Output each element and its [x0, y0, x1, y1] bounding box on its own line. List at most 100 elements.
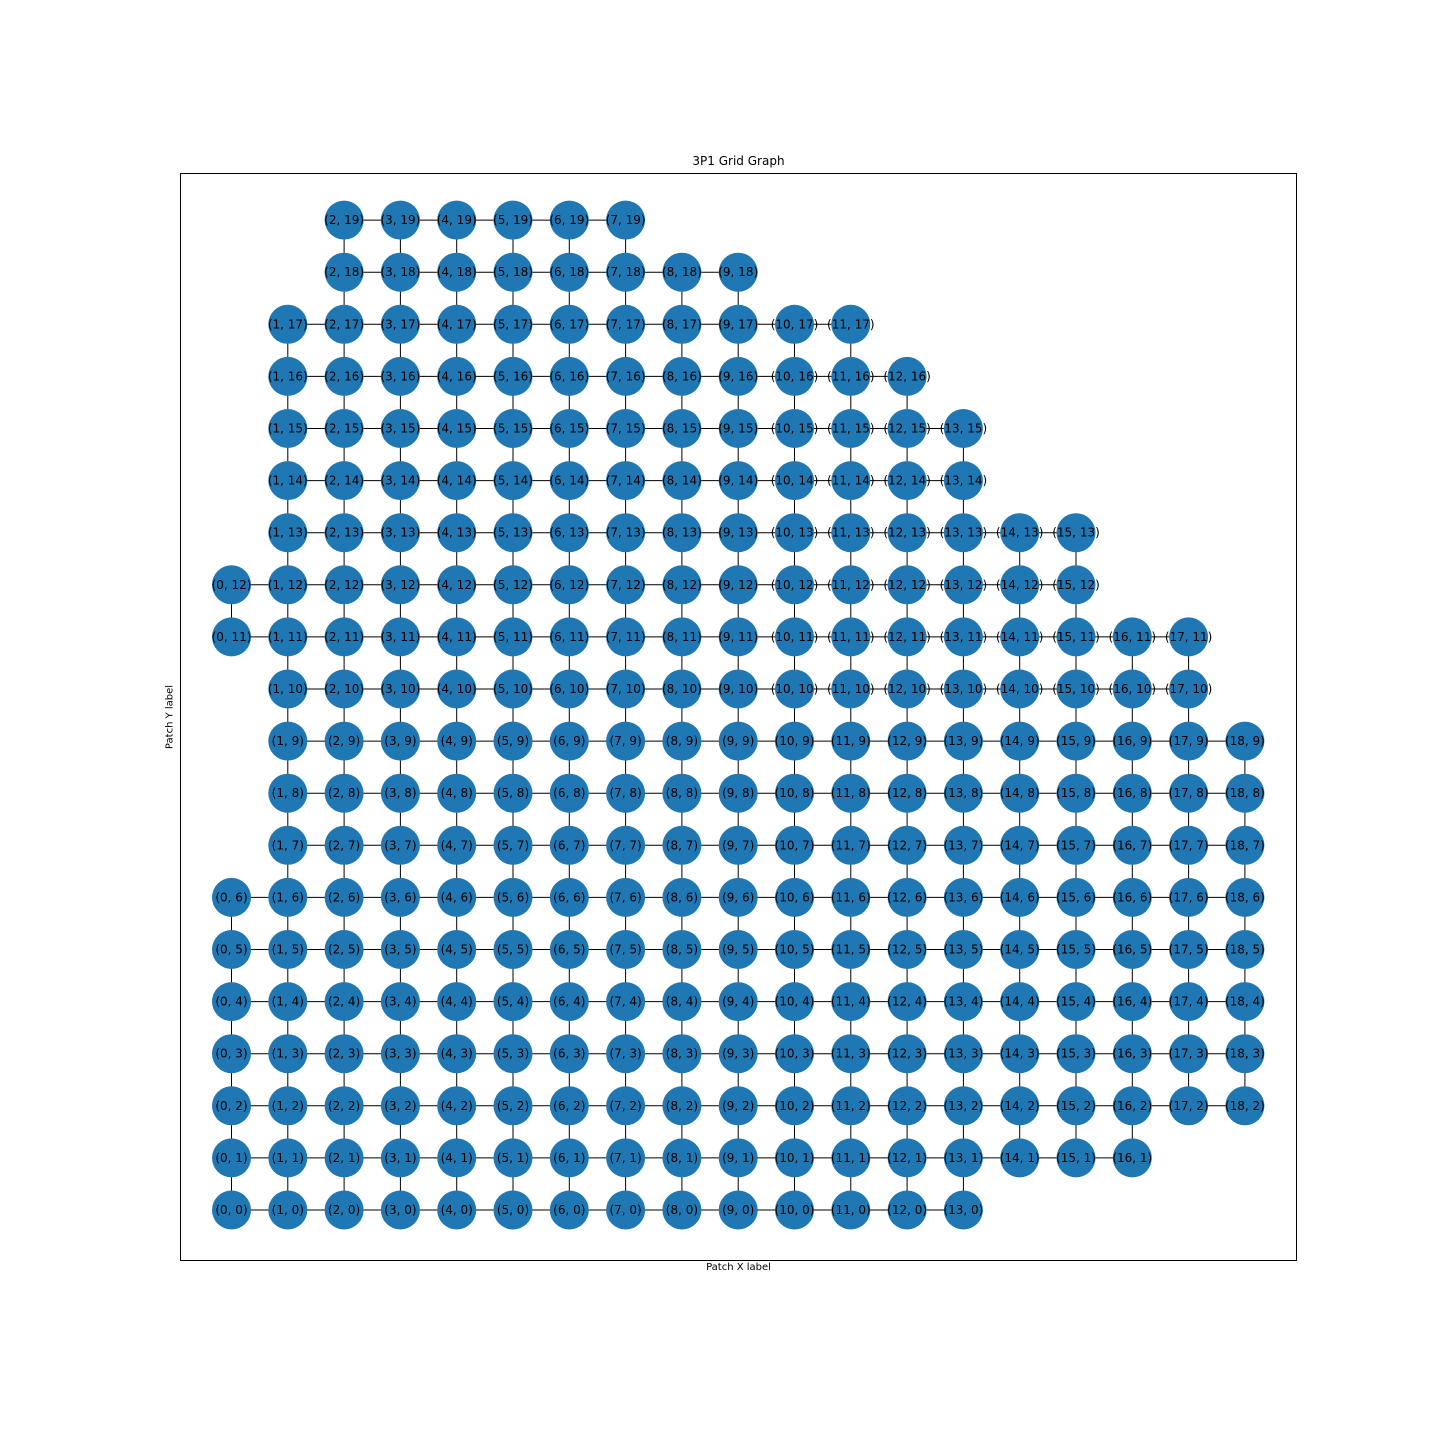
node-circle: [887, 1034, 927, 1074]
node-circle: [831, 669, 871, 709]
node-circle: [324, 721, 364, 761]
node-circle: [324, 356, 364, 396]
node-circle: [437, 877, 477, 917]
node-label: (15, 11): [1052, 630, 1100, 644]
node-circle: [380, 930, 420, 969]
node: (15, 9): [1056, 721, 1096, 761]
node-circle: [437, 1190, 477, 1230]
node-label: (17, 6): [1169, 890, 1209, 904]
node-circle: [493, 982, 533, 1022]
node-label: (2, 0): [328, 1203, 360, 1217]
node-circle: [831, 930, 871, 969]
node-label: (14, 8): [1000, 786, 1040, 800]
node-label: (3, 15): [380, 422, 420, 436]
node: (17, 5): [1169, 930, 1209, 969]
node-circle: [887, 773, 927, 813]
node-circle: [718, 1086, 758, 1126]
node-label: (6, 14): [549, 474, 589, 488]
node-label: (18, 2): [1225, 1099, 1265, 1113]
node-circle: [437, 825, 477, 865]
node-label: (6, 5): [553, 943, 585, 957]
node-label: (8, 5): [666, 943, 698, 957]
node-label: (3, 3): [384, 1047, 416, 1061]
node-label: (2, 10): [324, 682, 364, 696]
node: (17, 10): [1165, 669, 1212, 709]
node-label: (11, 0): [831, 1203, 871, 1217]
node: (8, 6): [662, 877, 702, 917]
node-label: (3, 1): [384, 1151, 416, 1165]
node-circle: [549, 513, 589, 553]
node-label: (13, 2): [943, 1099, 983, 1113]
node: (16, 7): [1112, 825, 1152, 865]
node-label: (1, 12): [268, 578, 308, 592]
node: (9, 13): [718, 513, 758, 553]
node: (1, 14): [268, 461, 308, 501]
node-label: (8, 12): [662, 578, 702, 592]
node-label: (4, 10): [437, 682, 477, 696]
node-label: (4, 0): [441, 1203, 473, 1217]
node: (18, 4): [1225, 982, 1265, 1022]
node-circle: [1056, 1138, 1096, 1178]
node-circle: [212, 617, 251, 657]
node-circle: [493, 930, 533, 969]
node: (13, 8): [943, 773, 983, 813]
node: (16, 11): [1109, 617, 1156, 657]
node-label: (6, 7): [553, 838, 585, 852]
node: (6, 2): [549, 1086, 589, 1126]
node: (12, 1): [887, 1138, 927, 1178]
node-circle: [380, 252, 420, 292]
node: (18, 5): [1225, 930, 1265, 969]
node-circle: [606, 356, 646, 396]
node-circle: [662, 304, 702, 344]
node: (2, 4): [324, 982, 364, 1022]
node-label: (3, 6): [384, 890, 416, 904]
node-circle: [1000, 1086, 1040, 1126]
node: (12, 9): [887, 721, 927, 761]
node-circle: [662, 721, 702, 761]
node: (2, 5): [324, 930, 364, 969]
node-label: (8, 15): [662, 422, 702, 436]
node-circle: [324, 877, 364, 917]
node-label: (16, 8): [1112, 786, 1152, 800]
node-label: (1, 3): [272, 1047, 304, 1061]
node-circle: [1225, 982, 1265, 1022]
node: (18, 9): [1225, 721, 1265, 761]
node-label: (14, 5): [1000, 943, 1040, 957]
node: (7, 7): [606, 825, 646, 865]
node: (10, 0): [775, 1190, 814, 1230]
node-label: (9, 3): [722, 1047, 754, 1061]
node-label: (8, 11): [662, 630, 702, 644]
node: (1, 11): [268, 617, 308, 657]
node-label: (12, 2): [887, 1099, 927, 1113]
node-circle: [268, 617, 308, 657]
node: (3, 15): [380, 409, 420, 448]
node-circle: [606, 513, 646, 553]
node-label: (10, 14): [771, 474, 819, 488]
node-circle: [1056, 1086, 1096, 1126]
node-label: (10, 4): [775, 995, 815, 1009]
node-circle: [718, 617, 758, 657]
node-circle: [549, 877, 589, 917]
node-label: (4, 9): [441, 734, 473, 748]
node-label: (0, 6): [215, 890, 247, 904]
node-label: (0, 12): [212, 578, 252, 592]
node-circle: [268, 982, 308, 1022]
node: (4, 7): [437, 825, 477, 865]
node-circle: [775, 304, 814, 344]
node: (5, 3): [493, 1034, 533, 1074]
node: (2, 7): [324, 825, 364, 865]
node: (12, 0): [887, 1190, 927, 1230]
node: (6, 3): [549, 1034, 589, 1074]
node: (8, 17): [662, 304, 702, 344]
node: (14, 10): [996, 669, 1043, 709]
node: (18, 7): [1225, 825, 1265, 865]
node-circle: [1056, 982, 1096, 1022]
node: (13, 3): [943, 1034, 983, 1074]
node: (7, 9): [606, 721, 646, 761]
node: (5, 19): [493, 200, 533, 240]
node-label: (4, 4): [441, 995, 473, 1009]
node: (4, 12): [437, 565, 477, 605]
node-circle: [606, 825, 646, 865]
node-label: (11, 5): [831, 943, 871, 957]
node: (15, 5): [1056, 930, 1096, 969]
